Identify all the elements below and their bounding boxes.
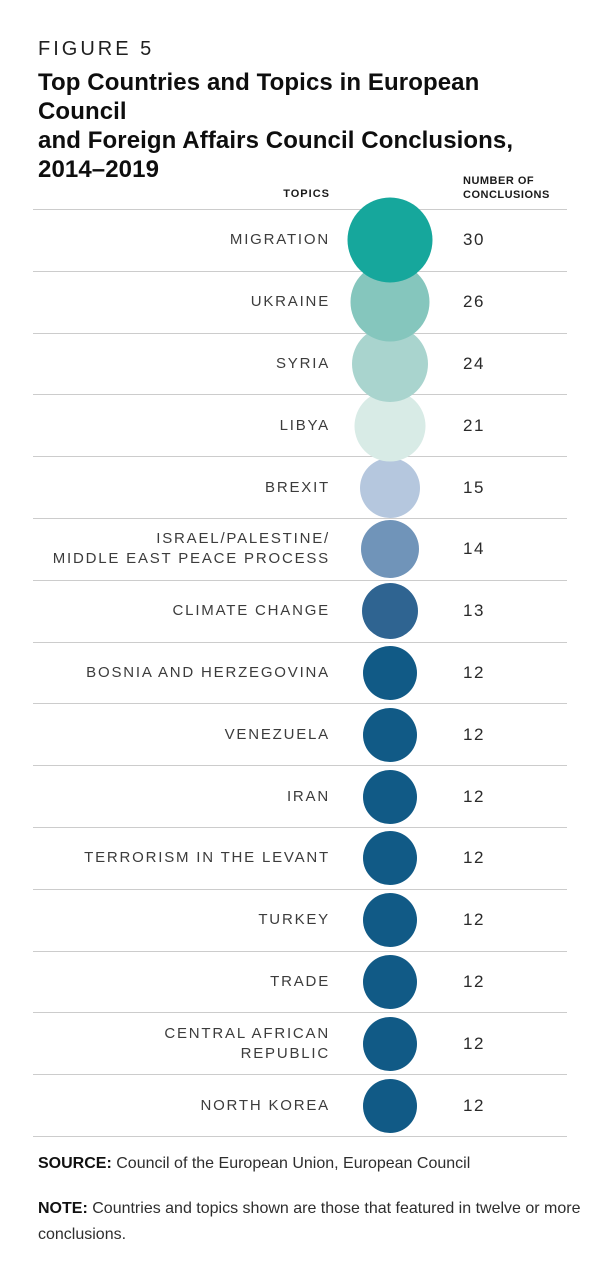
value-bubble (363, 893, 417, 948)
topic-label: BOSNIA AND HERZEGOVINA (86, 663, 330, 681)
conclusions-count: 14 (463, 539, 485, 559)
source-text: Council of the European Union, European … (116, 1155, 471, 1172)
table-row: TERRORISM IN THE LEVANT 12 (33, 826, 567, 889)
conclusions-count: 15 (463, 477, 485, 497)
conclusions-count: 12 (463, 724, 485, 744)
topic-label: LIBYA (279, 416, 330, 434)
note-text: Countries and topics shown are those tha… (38, 1200, 581, 1243)
source-label: SOURCE: (38, 1155, 112, 1172)
topic-label: TURKEY (258, 911, 330, 929)
topic-label: TRADE (270, 972, 330, 990)
column-header-value-line-1: NUMBER OF (463, 175, 535, 187)
note-label: NOTE: (38, 1200, 88, 1217)
column-header-topics: TOPICS (283, 188, 330, 200)
conclusions-count: 12 (463, 662, 485, 682)
value-bubble (362, 583, 418, 640)
figure-title: Top Countries and Topics in European Cou… (38, 68, 538, 184)
topic-label: ISRAEL/PALESTINE/MIDDLE EAST PEACE PROCE… (52, 530, 330, 568)
bubble-table: MIGRATION 30 UKRAINE 26 SYRIA 24 LIBYA 2… (33, 197, 567, 1137)
table-row: BOSNIA AND HERZEGOVINA 12 (33, 641, 567, 704)
table-row: MIGRATION 30 (33, 197, 567, 283)
column-header-number-of-conclusions: NUMBER OF CONCLUSIONS (463, 174, 550, 202)
figure-title-line-1: Top Countries and Topics in European Cou… (38, 69, 480, 125)
value-bubble (363, 1016, 417, 1071)
value-bubble (360, 457, 420, 518)
table-row: CENTRAL AFRICAN REPUBLIC 12 (33, 1012, 567, 1074)
table-row: BREXIT 15 (33, 456, 567, 518)
value-bubble (361, 520, 419, 579)
table-row: TRADE 12 (33, 950, 567, 1013)
table-row: LIBYA 21 (33, 390, 567, 462)
value-bubble (363, 645, 417, 700)
value-bubble (363, 831, 417, 886)
value-bubble (347, 197, 433, 283)
table-row: VENEZUELA 12 (33, 703, 567, 765)
conclusions-count: 21 (463, 415, 485, 435)
source-line: SOURCE: Council of the European Union, E… (38, 1152, 583, 1176)
value-bubble (363, 1078, 417, 1133)
value-bubble (363, 707, 417, 762)
topic-label: CLIMATE CHANGE (172, 602, 330, 620)
table-row: TURKEY 12 (33, 888, 567, 951)
conclusions-count: 26 (463, 292, 485, 312)
conclusions-count: 12 (463, 786, 485, 806)
table-row: SYRIA 24 (33, 325, 567, 402)
conclusions-count: 13 (463, 601, 485, 621)
column-header-value-line-2: CONCLUSIONS (463, 189, 550, 201)
conclusions-count: 24 (463, 353, 485, 373)
topic-label: BREXIT (265, 478, 330, 496)
value-bubble (363, 769, 417, 824)
figure-title-line-3: 2014–2019 (38, 156, 160, 183)
table-row: CLIMATE CHANGE 13 (33, 579, 567, 642)
conclusions-count: 12 (463, 971, 485, 991)
conclusions-count: 12 (463, 1033, 485, 1053)
topic-label: IRAN (286, 787, 330, 805)
note-line: NOTE: Countries and topics shown are tho… (38, 1196, 583, 1248)
figure-number-label: FIGURE 5 (38, 38, 155, 60)
conclusions-count: 12 (463, 1095, 485, 1115)
topic-label: VENEZUELA (224, 725, 330, 743)
table-row: NORTH KOREA 12 (33, 1074, 567, 1137)
value-bubble (363, 954, 417, 1009)
figure-title-line-2: and Foreign Affairs Council Conclusions, (38, 127, 514, 154)
table-row: IRAN 12 (33, 765, 567, 827)
conclusions-count: 30 (463, 230, 485, 250)
topic-label: SYRIA (275, 354, 330, 372)
topic-label: NORTH KOREA (200, 1096, 330, 1114)
topic-label: CENTRAL AFRICAN REPUBLIC (164, 1024, 330, 1062)
topic-label: UKRAINE (250, 293, 330, 311)
value-bubble (354, 390, 426, 462)
topic-label: MIGRATION (229, 231, 330, 249)
conclusions-count: 12 (463, 848, 485, 868)
table-row: ISRAEL/PALESTINE/MIDDLE EAST PEACE PROCE… (33, 517, 567, 580)
conclusions-count: 12 (463, 910, 485, 930)
table-row: UKRAINE 26 (33, 262, 567, 342)
topic-label: TERRORISM IN THE LEVANT (84, 849, 330, 867)
